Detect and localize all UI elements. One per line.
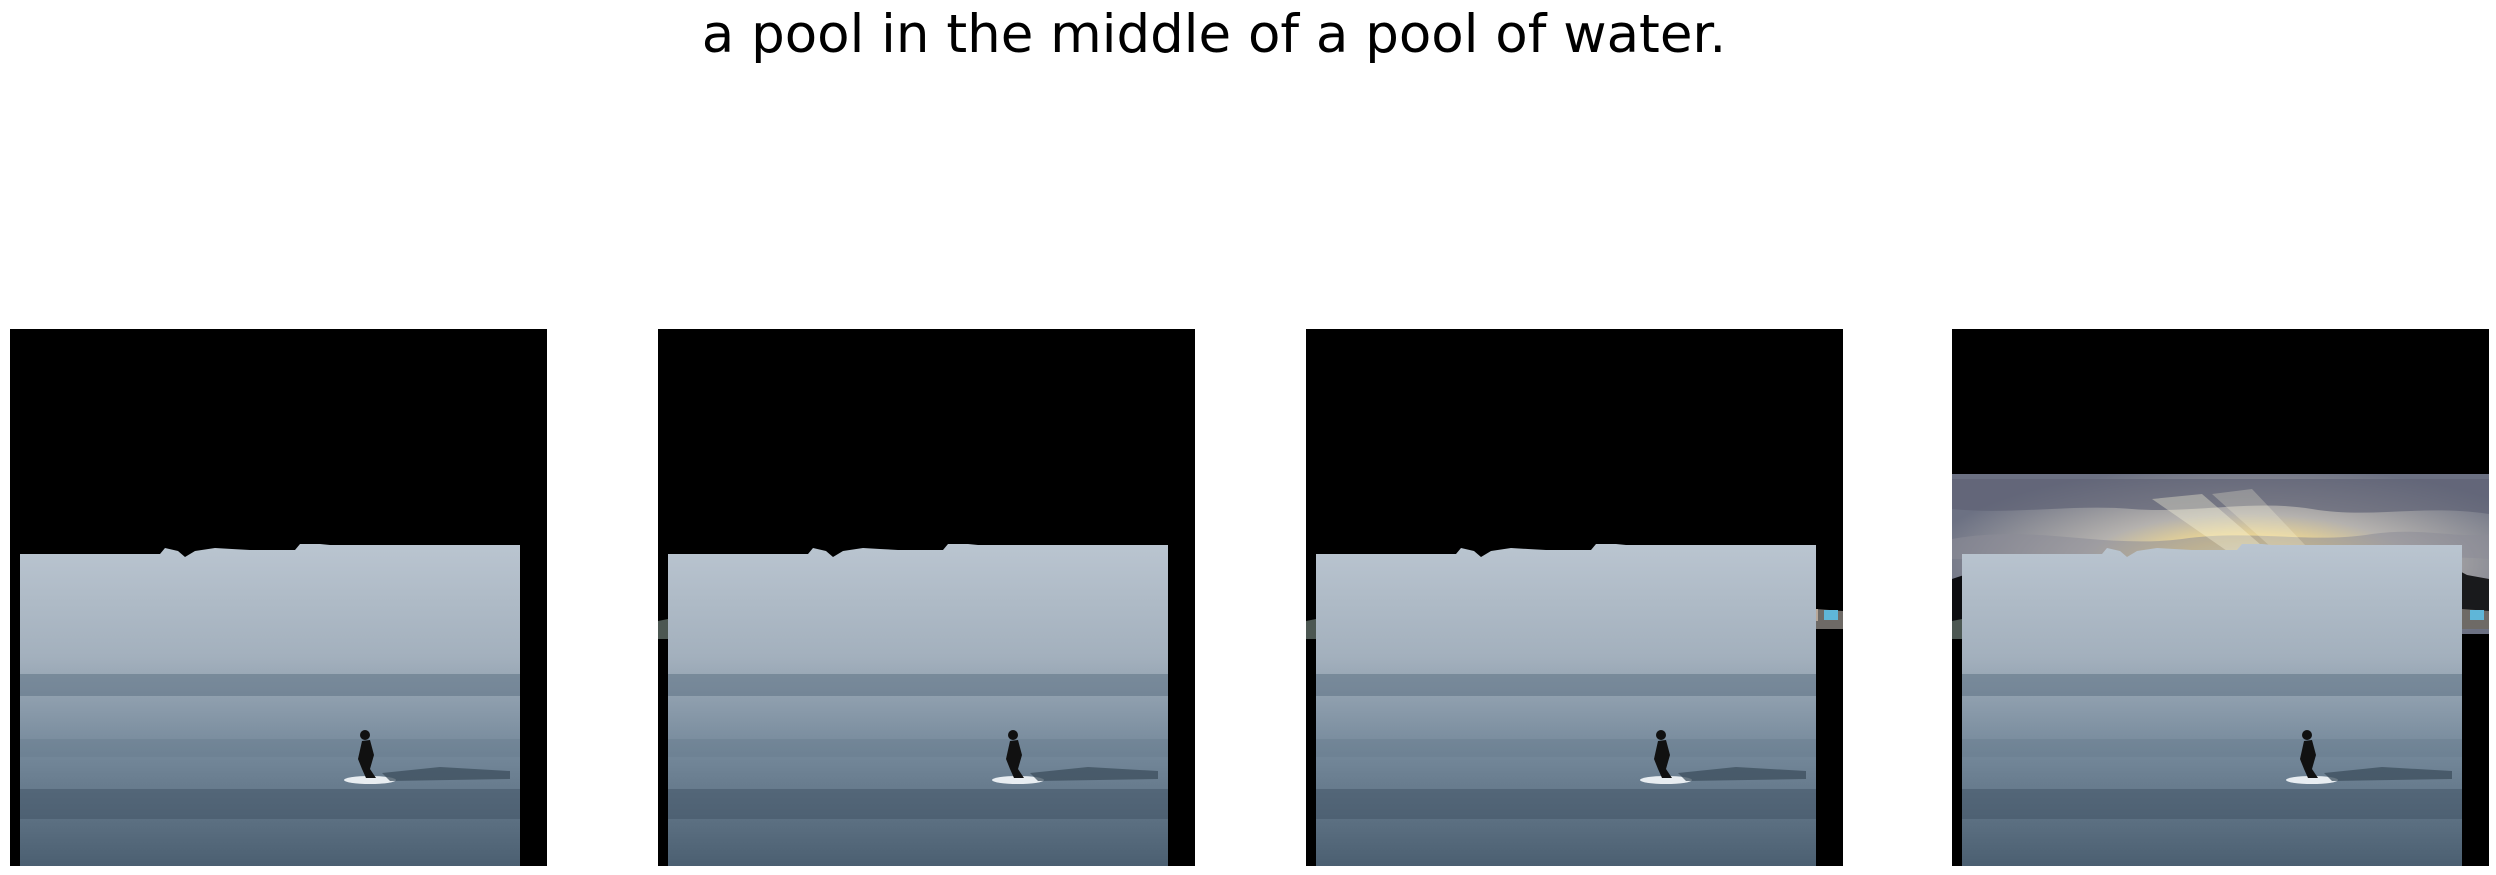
surfer	[344, 730, 510, 784]
surfer	[1640, 730, 1806, 784]
masked-photo-2	[658, 329, 1195, 866]
image-panel-1	[10, 329, 547, 866]
water-region	[1316, 544, 1816, 866]
caption-title: a pool in the middle of a pool of water.	[701, 4, 1727, 65]
masked-photo-3	[1306, 329, 1843, 866]
image-panel-2	[658, 329, 1195, 866]
water-region	[668, 544, 1168, 866]
surfer	[992, 730, 1158, 784]
image-panel-4	[1952, 329, 2489, 866]
masked-photo-1	[10, 329, 547, 866]
surfer	[2286, 730, 2452, 784]
image-panel-3	[1306, 329, 1843, 866]
water-region	[1962, 544, 2462, 866]
masked-photo-4	[1952, 329, 2489, 866]
water-region	[20, 544, 520, 866]
